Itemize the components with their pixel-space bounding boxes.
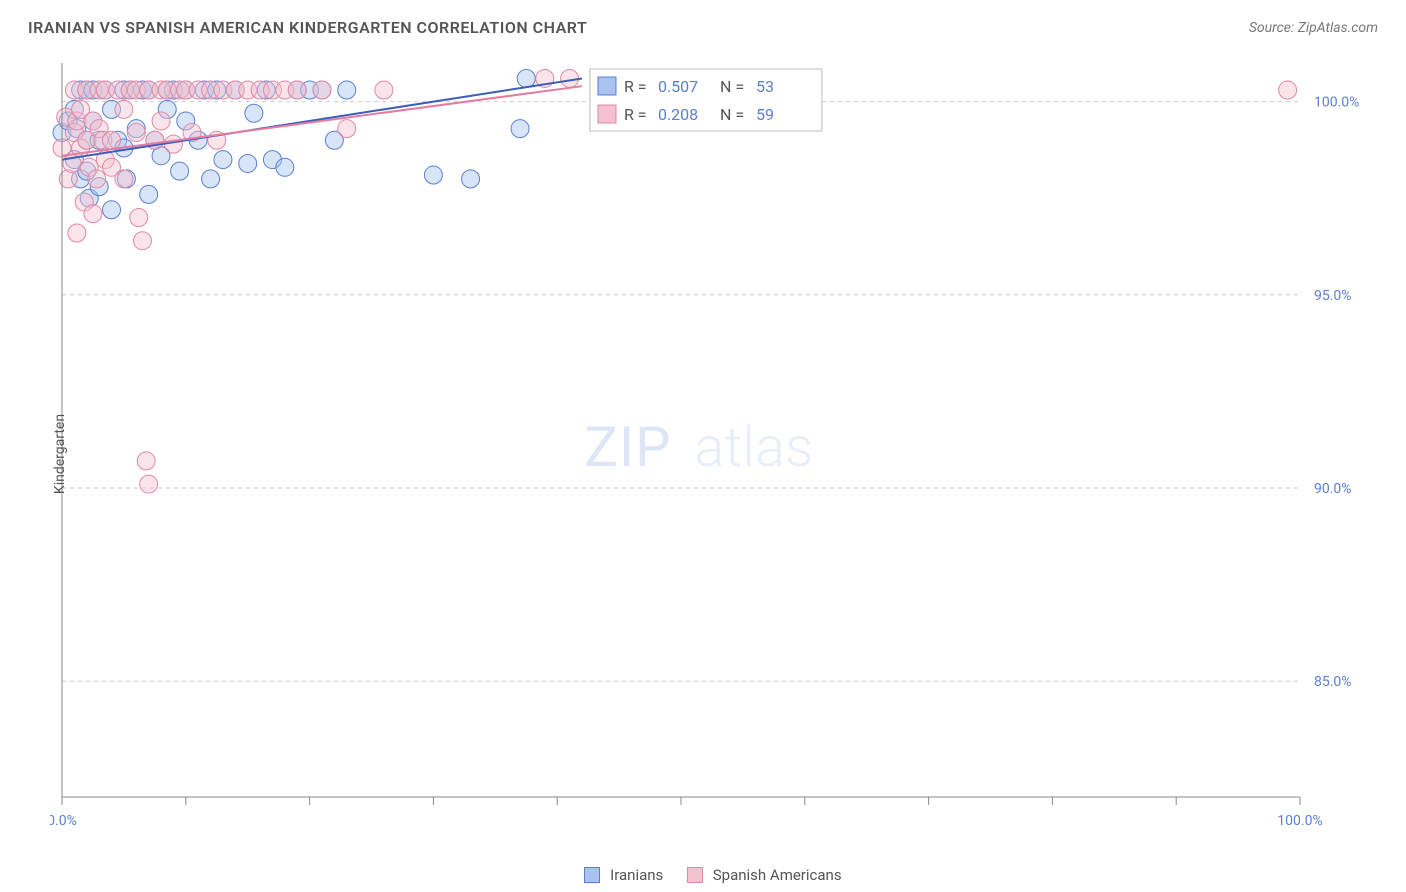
point-spanish-americans xyxy=(127,124,145,142)
point-iranians xyxy=(338,81,356,99)
legend-r-value: 0.208 xyxy=(658,105,698,124)
legend-r-label: R = xyxy=(624,77,647,96)
point-spanish-americans xyxy=(313,81,331,99)
correlation-scatter-chart: 85.0% 90.0% 95.0% 100.0% ZIP atlas 0.0% 100.0% R… xyxy=(50,55,1386,845)
legend-n-label: N = xyxy=(720,105,744,124)
point-spanish-americans xyxy=(115,170,133,188)
point-spanish-americans xyxy=(88,170,106,188)
source-label: Source: xyxy=(1249,20,1298,36)
point-iranians xyxy=(424,166,442,184)
x-tick-label: 0.0% xyxy=(50,813,77,829)
legend-n-label: N = xyxy=(720,77,744,96)
legend-label-spanish-americans: Spanish Americans xyxy=(713,866,842,884)
legend-n-value: 53 xyxy=(756,77,774,96)
point-iranians xyxy=(239,154,257,172)
point-iranians xyxy=(517,69,535,87)
legend-r-value: 0.507 xyxy=(658,77,698,96)
point-iranians xyxy=(202,170,220,188)
point-spanish-americans xyxy=(115,100,133,118)
legend-swatch-iranians xyxy=(584,867,600,883)
y-axis-label: Kindergarten xyxy=(52,413,68,493)
point-spanish-americans xyxy=(137,452,155,470)
point-iranians xyxy=(511,120,529,138)
legend-swatch-spanish-americans xyxy=(687,867,703,883)
source-attribution: Source: ZipAtlas.com xyxy=(1249,20,1378,36)
point-spanish-americans xyxy=(84,205,102,223)
legend-n-value: 59 xyxy=(756,105,774,124)
legend-swatch xyxy=(598,105,616,123)
point-spanish-americans xyxy=(133,232,151,250)
point-spanish-americans xyxy=(375,81,393,99)
point-spanish-americans xyxy=(130,209,148,227)
point-spanish-americans xyxy=(68,224,86,242)
point-spanish-americans xyxy=(140,475,158,493)
point-iranians xyxy=(171,162,189,180)
point-iranians xyxy=(103,201,121,219)
point-iranians xyxy=(462,170,480,188)
chart-container: Kindergarten 85.0% 90.0% 95.0% 100.0% ZIP atl… xyxy=(50,55,1386,852)
point-spanish-americans xyxy=(103,131,121,149)
legend-label-iranians: Iranians xyxy=(610,866,663,884)
point-iranians xyxy=(214,151,232,169)
point-spanish-americans xyxy=(338,120,356,138)
y-tick-label: 85.0% xyxy=(1314,674,1352,690)
legend-bottom: Iranians Spanish Americans xyxy=(0,866,1406,884)
y-tick-label: 90.0% xyxy=(1314,481,1352,497)
source-value: ZipAtlas.com xyxy=(1298,20,1378,36)
point-spanish-americans xyxy=(152,112,170,130)
chart-title: IRANIAN VS SPANISH AMERICAN KINDERGARTEN… xyxy=(28,18,587,37)
x-tick-label: 100.0% xyxy=(1277,813,1322,829)
point-spanish-americans xyxy=(288,81,306,99)
point-spanish-americans xyxy=(1279,81,1297,99)
point-iranians xyxy=(245,104,263,122)
header-bar: IRANIAN VS SPANISH AMERICAN KINDERGARTEN… xyxy=(0,0,1406,47)
legend-swatch xyxy=(598,77,616,95)
legend-r-label: R = xyxy=(624,105,647,124)
watermark-bold: ZIP xyxy=(584,414,671,480)
y-tick-label: 100.0% xyxy=(1314,95,1359,111)
y-tick-label: 95.0% xyxy=(1314,288,1352,304)
watermark-light: atlas xyxy=(694,414,813,480)
point-iranians xyxy=(276,158,294,176)
point-iranians xyxy=(140,185,158,203)
